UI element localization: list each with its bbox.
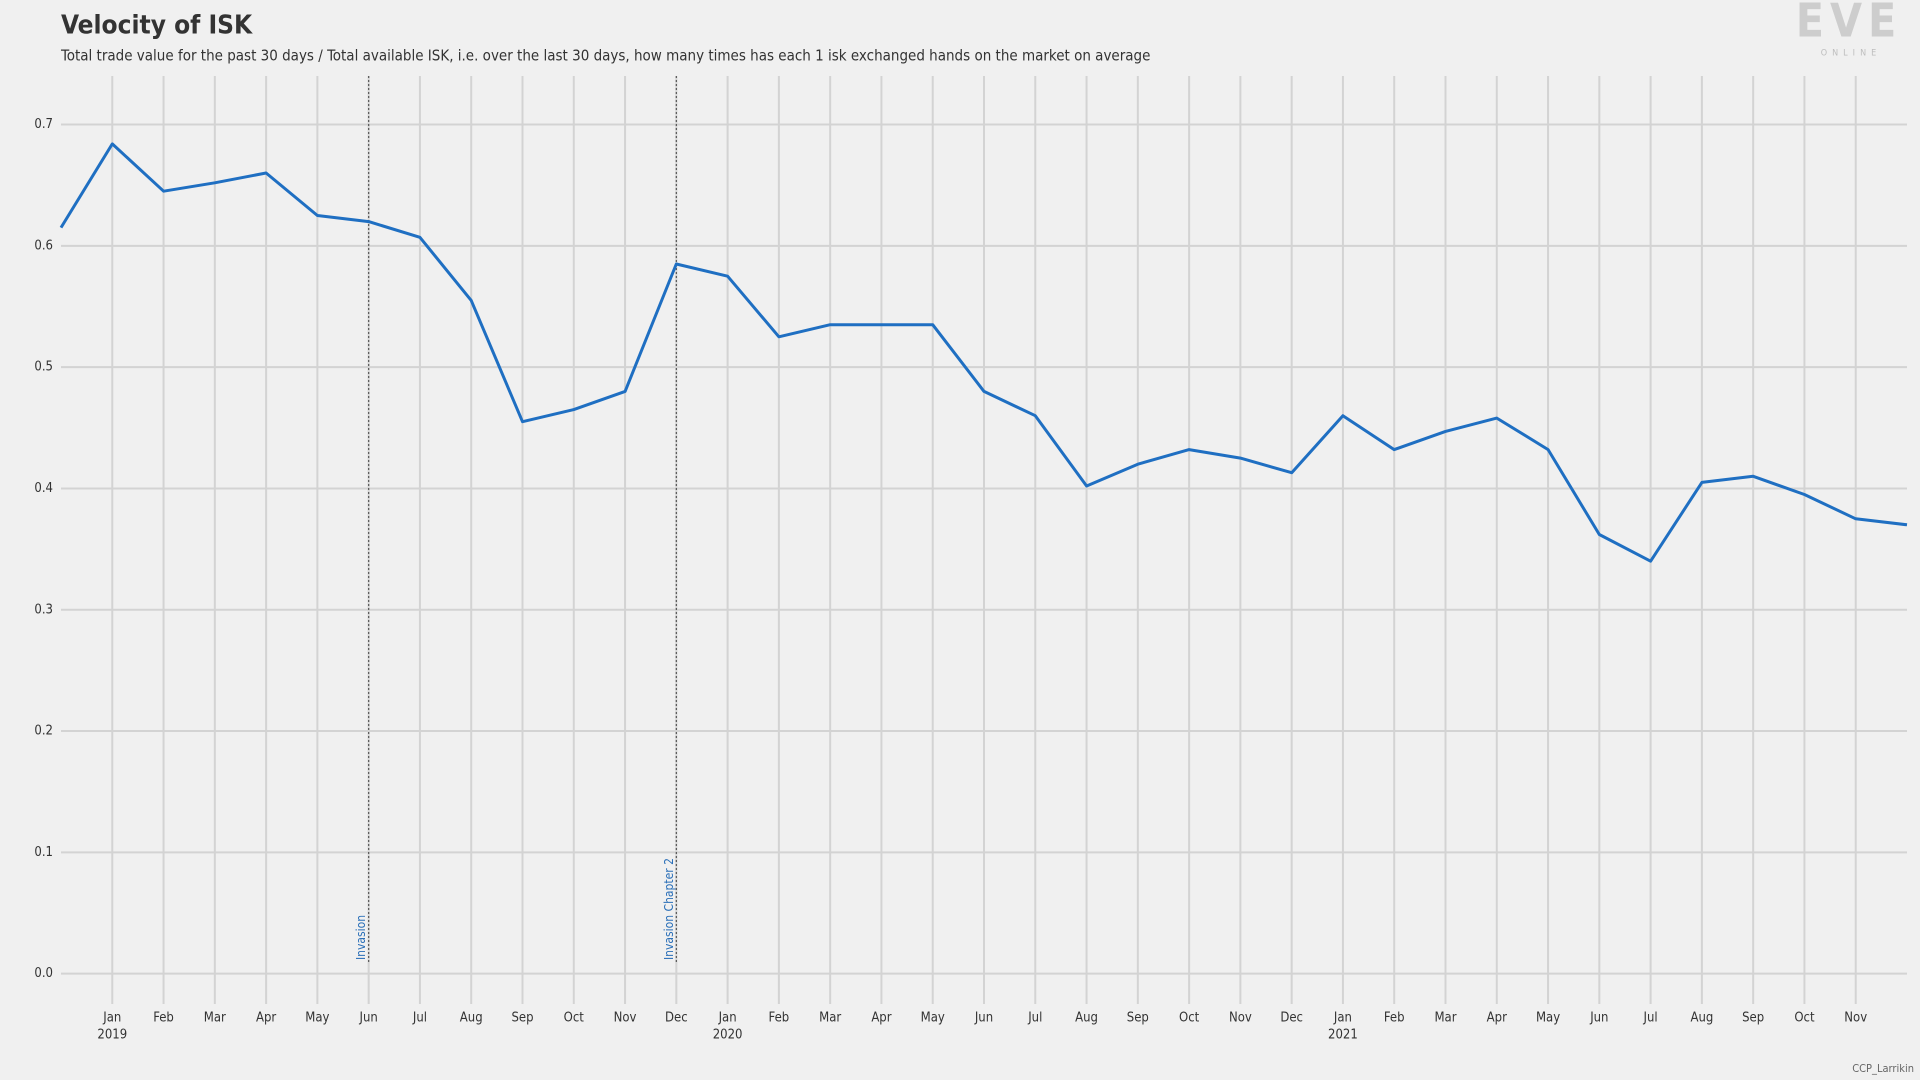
credit: CCP_Larrikin <box>1852 1062 1914 1075</box>
x-tick-label: Oct <box>1179 1011 1200 1026</box>
x-tick-label: Apr <box>256 1011 276 1026</box>
y-tick-label: 0.2 <box>34 724 53 739</box>
x-tick-label: Jul <box>1643 1011 1658 1026</box>
chart-subtitle: Total trade value for the past 30 days /… <box>60 47 1150 65</box>
y-tick-label: 0.1 <box>34 845 53 860</box>
x-tick-label: Jan <box>718 1011 737 1026</box>
x-tick-label: Jun <box>974 1011 993 1026</box>
annotation-label: Invasion <box>354 915 368 960</box>
x-tick-label: Dec <box>1280 1011 1303 1026</box>
y-tick-label: 0.7 <box>34 117 53 132</box>
y-tick-label: 0.3 <box>34 602 53 617</box>
x-tick-label: Feb <box>769 1011 790 1026</box>
x-year-label: 2021 <box>1328 1028 1358 1043</box>
x-tick-label: Aug <box>1075 1011 1098 1026</box>
x-tick-label: Apr <box>871 1011 891 1026</box>
x-tick-label: Oct <box>564 1011 585 1026</box>
x-tick-label: May <box>305 1011 329 1026</box>
x-tick-label: Aug <box>1690 1011 1713 1026</box>
x-tick-label: Sep <box>1742 1011 1764 1026</box>
x-tick-label: Feb <box>1384 1011 1405 1026</box>
x-tick-label: Nov <box>1229 1011 1252 1026</box>
logo-subtitle: ONLINE <box>1821 49 1882 59</box>
x-tick-label: Nov <box>614 1011 637 1026</box>
x-year-label: 2020 <box>713 1028 743 1043</box>
x-tick-label: Mar <box>819 1011 841 1026</box>
x-tick-label: Mar <box>1434 1011 1456 1026</box>
annotation-label: Invasion Chapter 2 <box>662 858 676 960</box>
x-tick-label: Jan <box>1333 1011 1352 1026</box>
x-tick-label: Sep <box>511 1011 533 1026</box>
x-tick-label: May <box>921 1011 945 1026</box>
x-tick-label: Mar <box>204 1011 226 1026</box>
y-tick-label: 0.4 <box>34 481 53 496</box>
x-tick-label: Jul <box>412 1011 427 1026</box>
x-tick-label: Dec <box>665 1011 688 1026</box>
x-tick-label: Jan <box>102 1011 121 1026</box>
x-tick-label: Aug <box>460 1011 483 1026</box>
x-tick-label: Feb <box>153 1011 174 1026</box>
y-tick-label: 0.6 <box>34 238 53 253</box>
x-tick-label: Nov <box>1844 1011 1867 1026</box>
x-tick-label: Oct <box>1794 1011 1815 1026</box>
y-tick-label: 0.5 <box>34 360 53 375</box>
x-tick-label: Jun <box>359 1011 378 1026</box>
x-tick-label: Sep <box>1127 1011 1149 1026</box>
logo: EVE <box>1796 0 1903 48</box>
y-tick-label: 0.0 <box>34 966 53 981</box>
x-tick-label: May <box>1536 1011 1560 1026</box>
x-year-label: 2019 <box>97 1028 127 1043</box>
x-tick-label: Jul <box>1027 1011 1042 1026</box>
x-tick-label: Apr <box>1487 1011 1507 1026</box>
line <box>59 142 1908 563</box>
chart-title: Velocity of ISK <box>61 11 253 41</box>
x-tick-label: Jun <box>1589 1011 1608 1026</box>
